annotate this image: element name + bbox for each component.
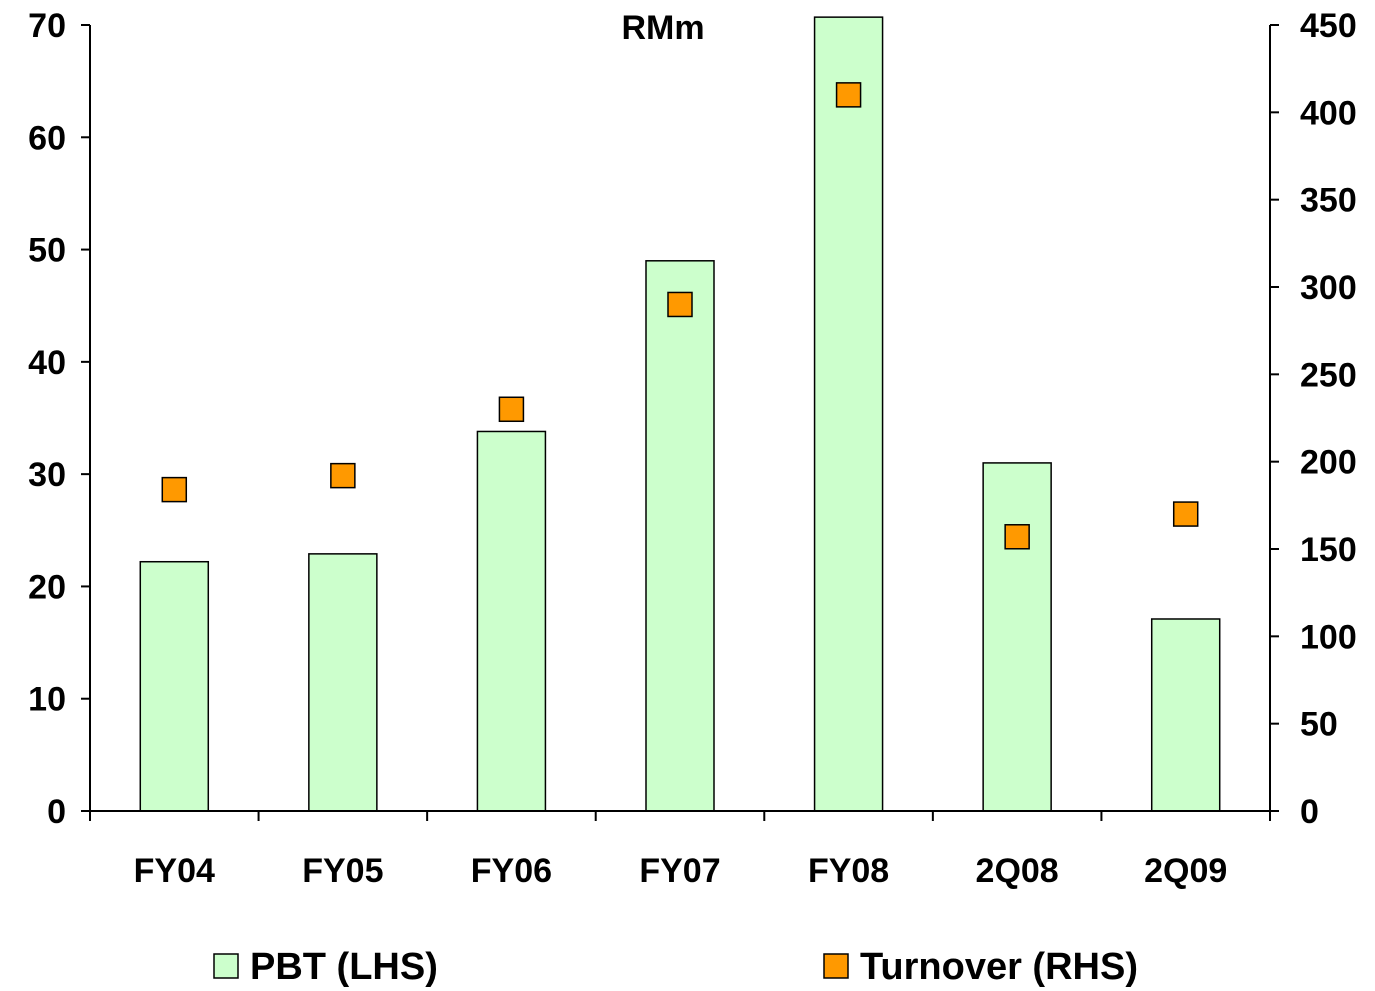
turnover-marker bbox=[1172, 501, 1199, 527]
right-tick-label: 50 bbox=[1300, 706, 1338, 744]
right-tick-label: 300 bbox=[1300, 269, 1357, 307]
category-label: 2Q08 bbox=[976, 852, 1059, 890]
left-tick-label: 10 bbox=[28, 681, 66, 719]
pbt-bar bbox=[813, 16, 884, 812]
pbt-bar bbox=[1150, 618, 1221, 812]
category-label: FY05 bbox=[302, 852, 383, 890]
pbt-bar bbox=[139, 560, 210, 812]
legend-swatch-turnover bbox=[823, 953, 849, 979]
left-tick-label: 0 bbox=[47, 793, 66, 831]
right-axis-ticks: 0 50 100 150 200 250 300 350 400 450 bbox=[1270, 7, 1357, 831]
turnover-marker bbox=[330, 462, 356, 489]
right-tick-label: 200 bbox=[1300, 444, 1357, 482]
category-labels: FY04 FY05 FY06 FY07 FY08 2Q08 2Q09 bbox=[89, 811, 1271, 890]
left-tick-label: 50 bbox=[28, 232, 66, 270]
left-axis-ticks: 0 10 20 30 40 50 60 70 bbox=[28, 7, 90, 831]
right-tick-label: 100 bbox=[1300, 618, 1357, 656]
unit-label: RMm bbox=[621, 9, 704, 47]
turnover-marker bbox=[835, 82, 862, 108]
pbt-bar bbox=[308, 553, 378, 812]
turnover-marker bbox=[498, 396, 525, 423]
legend-swatch-pbt bbox=[213, 953, 239, 979]
right-tick-label: 0 bbox=[1300, 793, 1319, 831]
left-tick-label: 30 bbox=[28, 456, 66, 494]
right-tick-label: 450 bbox=[1300, 7, 1357, 45]
pbt-bar bbox=[476, 430, 547, 812]
right-tick-label: 400 bbox=[1300, 94, 1357, 132]
axes bbox=[89, 25, 1271, 812]
right-tick-label: 350 bbox=[1300, 182, 1357, 220]
category-label: FY08 bbox=[808, 852, 889, 890]
category-label: FY07 bbox=[639, 852, 720, 890]
legend-label-pbt: PBT (LHS) bbox=[250, 946, 438, 988]
legend: PBT (LHS) Turnover (RHS) bbox=[213, 946, 1138, 988]
left-tick-label: 70 bbox=[28, 7, 66, 45]
right-tick-label: 150 bbox=[1300, 531, 1357, 569]
turnover-marker bbox=[667, 291, 693, 318]
left-tick-label: 20 bbox=[28, 568, 66, 606]
legend-item-turnover: Turnover (RHS) bbox=[823, 946, 1138, 988]
pbt-bar bbox=[645, 260, 715, 812]
category-label: FY06 bbox=[471, 852, 552, 890]
left-tick-label: 40 bbox=[28, 344, 66, 382]
turnover-marker bbox=[161, 476, 188, 503]
turnover-marker bbox=[1004, 524, 1030, 550]
legend-label-turnover: Turnover (RHS) bbox=[860, 946, 1138, 988]
right-tick-label: 250 bbox=[1300, 356, 1357, 394]
legend-item-pbt: PBT (LHS) bbox=[213, 946, 438, 988]
category-label: 2Q09 bbox=[1144, 852, 1227, 890]
left-tick-label: 60 bbox=[28, 119, 66, 157]
pbt-bar bbox=[982, 462, 1052, 812]
pbt-bars bbox=[139, 16, 1221, 812]
turnover-markers bbox=[161, 82, 1199, 550]
category-label: FY04 bbox=[134, 852, 215, 890]
